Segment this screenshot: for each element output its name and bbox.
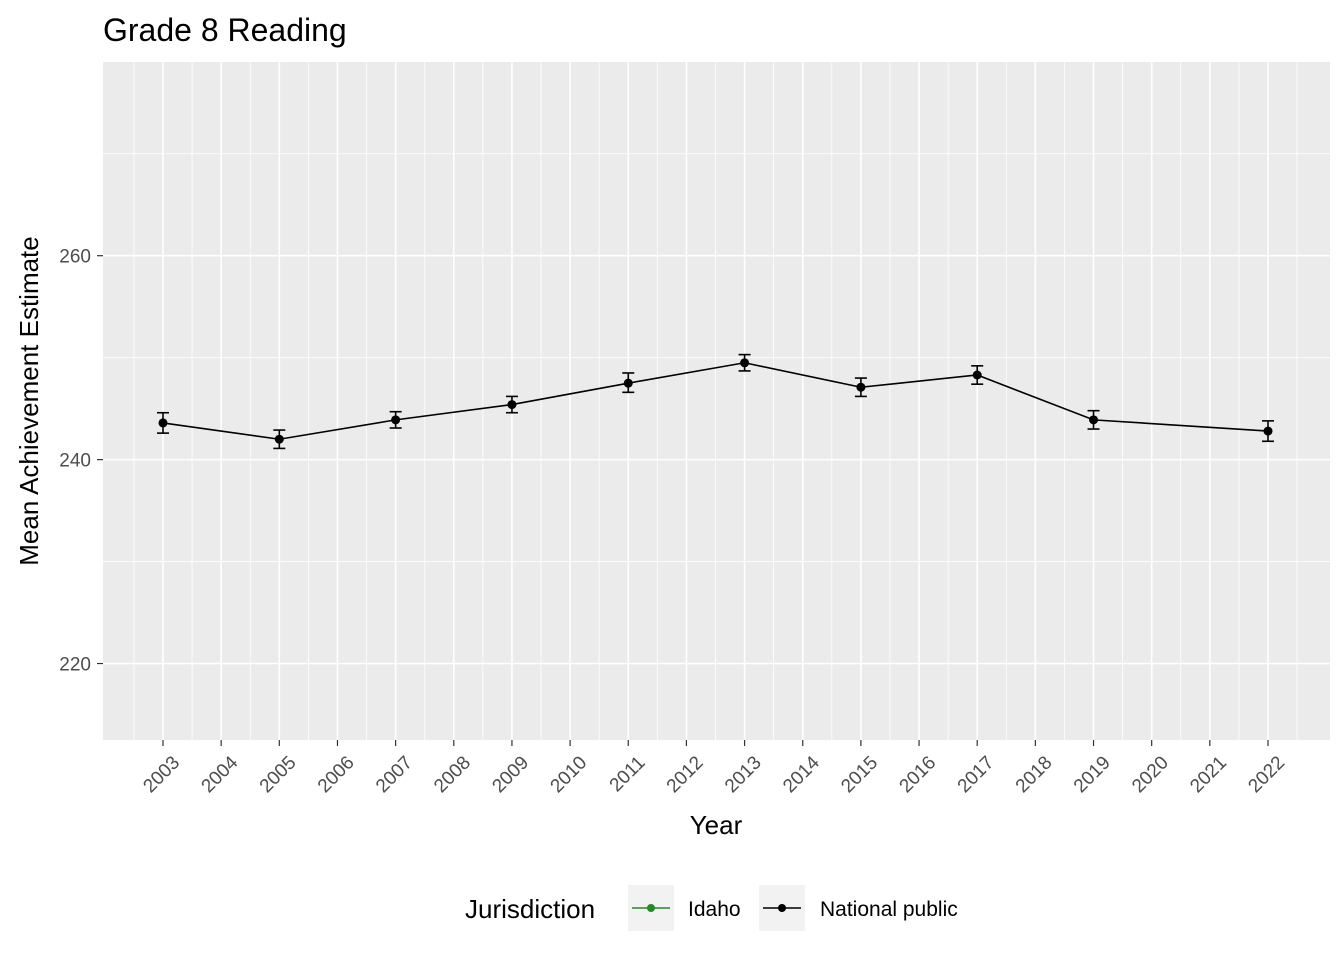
x-tick-label: 2022: [1244, 752, 1289, 797]
legend-item-idaho: Idaho: [628, 885, 741, 931]
x-tick-label: 2010: [547, 752, 592, 797]
data-point: [158, 418, 168, 428]
data-point: [1089, 415, 1099, 425]
legend-item-national-public: National public: [759, 885, 958, 931]
series-layer: [157, 353, 1274, 450]
legend: Jurisdiction Idaho National public: [465, 885, 958, 931]
x-tick-label: 2006: [314, 752, 359, 797]
plot-panel: [103, 62, 1330, 740]
y-tick-label: 240: [59, 451, 91, 472]
legend-label-idaho: Idaho: [688, 898, 741, 921]
minor-gridlines: [103, 62, 1330, 740]
x-tick-label: 2021: [1186, 752, 1231, 797]
y-axis-title: Mean Achievement Estimate: [14, 236, 44, 566]
x-tick-label: 2009: [488, 752, 533, 797]
x-tick-label: 2005: [256, 752, 301, 797]
x-tick-label: 2016: [896, 752, 941, 797]
x-tick-label: 2017: [954, 752, 999, 797]
x-tick-label: 2019: [1070, 752, 1115, 797]
x-tick-label: 2012: [663, 752, 708, 797]
legend-point-national-public: [778, 904, 786, 912]
y-tick-label: 220: [59, 655, 91, 676]
x-tick-label: 2015: [837, 752, 882, 797]
data-point: [1263, 426, 1273, 436]
series-line-national-public: [162, 361, 1269, 441]
x-tick-label: 2008: [430, 752, 475, 797]
data-point: [391, 415, 401, 425]
x-tick-label: 2007: [372, 752, 417, 797]
y-tick-label: 260: [59, 247, 91, 268]
legend-title: Jurisdiction: [465, 894, 595, 924]
x-tick-label: 2003: [139, 752, 184, 797]
y-axis: 220 240 260: [59, 247, 103, 676]
x-tick-label: 2011: [606, 752, 650, 796]
x-tick-label: 2020: [1128, 752, 1173, 797]
data-point: [972, 370, 982, 380]
data-point: [623, 378, 633, 388]
data-point: [740, 358, 750, 368]
data-point: [507, 400, 517, 410]
x-axis: 2003 2004 2005 2006 2007 2008 2009 2010 2011 2012…: [139, 740, 1289, 797]
legend-point-idaho: [647, 904, 655, 912]
x-tick-label: 2018: [1012, 752, 1057, 797]
data-point: [274, 434, 284, 444]
chart-title: Grade 8 Reading: [103, 12, 347, 48]
legend-label-national-public: National public: [820, 898, 958, 921]
x-tick-label: 2013: [721, 752, 766, 797]
x-tick-label: 2004: [198, 752, 243, 797]
data-point: [856, 382, 866, 392]
x-axis-title: Year: [690, 810, 743, 840]
x-tick-label: 2014: [779, 752, 824, 797]
